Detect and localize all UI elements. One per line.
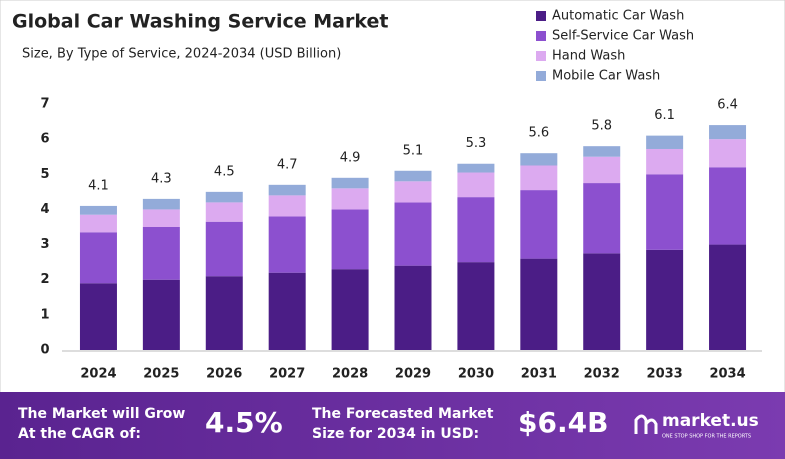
bar-segment (331, 188, 369, 210)
total-label: 4.7 (277, 157, 298, 172)
bar-segment (394, 202, 432, 266)
brand-tagline: ONE STOP SHOP FOR THE REPORTS (662, 434, 751, 440)
y-tick-label: 5 (40, 167, 49, 182)
total-label: 4.9 (340, 150, 361, 165)
total-label: 4.5 (214, 164, 235, 179)
bar-segment (142, 227, 180, 280)
bar-segment (205, 221, 243, 277)
x-tick-label: 2031 (521, 367, 557, 382)
bar-segment (646, 174, 684, 250)
bar-segment (520, 258, 558, 350)
total-label: 6.1 (654, 108, 675, 123)
y-tick-label: 7 (40, 97, 49, 112)
y-tick-label: 0 (40, 343, 49, 358)
bar-segment (142, 279, 180, 350)
total-label: 5.1 (403, 143, 424, 158)
total-label: 5.6 (528, 126, 549, 141)
footer-band (0, 392, 785, 459)
bar-segment (457, 262, 495, 350)
bar-segment (79, 232, 117, 284)
bar-segment (331, 209, 369, 270)
total-label: 5.8 (591, 119, 612, 134)
x-tick-label: 2034 (709, 367, 745, 382)
total-label: 6.4 (717, 98, 738, 113)
total-label: 4.1 (88, 178, 109, 193)
bar-segment (79, 283, 117, 350)
x-tick-label: 2025 (143, 367, 179, 382)
bar-segment (583, 183, 621, 254)
bar-segment (205, 202, 243, 222)
cagr-text: At the CAGR of: (18, 426, 141, 442)
bar-segment (79, 205, 117, 215)
x-tick-label: 2033 (647, 367, 683, 382)
y-tick-label: 2 (40, 272, 49, 287)
bar-segment (331, 269, 369, 350)
x-tick-label: 2028 (332, 367, 368, 382)
bar-segment (142, 209, 180, 227)
bar-segment (268, 184, 306, 196)
total-label: 5.3 (466, 136, 487, 151)
x-tick-label: 2030 (458, 367, 494, 382)
legend-label: Automatic Car Wash (552, 9, 684, 24)
bar-segment (646, 135, 684, 149)
bar-segment (520, 165, 558, 191)
bar-segment (583, 146, 621, 157)
bar-segment (583, 253, 621, 350)
y-tick-label: 3 (40, 237, 49, 252)
legend-swatch (536, 51, 546, 61)
bar-segment (268, 195, 306, 217)
bar-segment (79, 214, 117, 233)
legend-swatch (536, 71, 546, 81)
x-tick-label: 2024 (80, 367, 116, 382)
x-tick-label: 2032 (584, 367, 620, 382)
bar-segment (457, 172, 495, 198)
bar-segment (331, 177, 369, 189)
x-tick-label: 2026 (206, 367, 242, 382)
y-tick-label: 6 (40, 132, 49, 147)
brand-name: market.us (662, 411, 759, 431)
bar-segment (205, 191, 243, 203)
bar-segment (520, 153, 558, 166)
cagr-text: The Market will Grow (18, 406, 185, 422)
bar-segment (205, 276, 243, 350)
legend-swatch (536, 31, 546, 41)
y-tick-label: 4 (40, 202, 49, 217)
bar-segment (520, 190, 558, 259)
bar-segment (268, 272, 306, 350)
y-tick-label: 1 (40, 307, 49, 322)
bar-segment (646, 148, 684, 175)
x-tick-label: 2029 (395, 367, 431, 382)
chart-subtitle: Size, By Type of Service, 2024-2034 (USD… (22, 47, 341, 62)
forecast-value: $6.4B (518, 406, 608, 439)
bar-segment (709, 139, 747, 168)
bar-segment (457, 163, 495, 173)
legend-label: Mobile Car Wash (552, 69, 660, 84)
forecast-text: Size for 2034 in USD: (312, 426, 479, 442)
legend-label: Self-Service Car Wash (552, 29, 694, 44)
cagr-value: 4.5% (205, 406, 283, 439)
bar-segment (709, 125, 747, 140)
bar-segment (583, 156, 621, 184)
legend-label: Hand Wash (552, 49, 625, 64)
bar-segment (457, 197, 495, 263)
bar-segment (394, 170, 432, 182)
forecast-text: The Forecasted Market (312, 406, 494, 422)
legend-swatch (536, 11, 546, 21)
chart-title: Global Car Washing Service Market (12, 11, 388, 33)
bar-segment (142, 198, 180, 210)
bar-segment (709, 167, 747, 245)
bar-segment (394, 265, 432, 350)
bar-segment (709, 244, 747, 350)
bar-segment (646, 249, 684, 350)
x-tick-label: 2027 (269, 367, 305, 382)
bar-segment (394, 181, 432, 203)
brand-logo (634, 414, 658, 434)
bar-segment (268, 216, 306, 273)
total-label: 4.3 (151, 171, 172, 186)
